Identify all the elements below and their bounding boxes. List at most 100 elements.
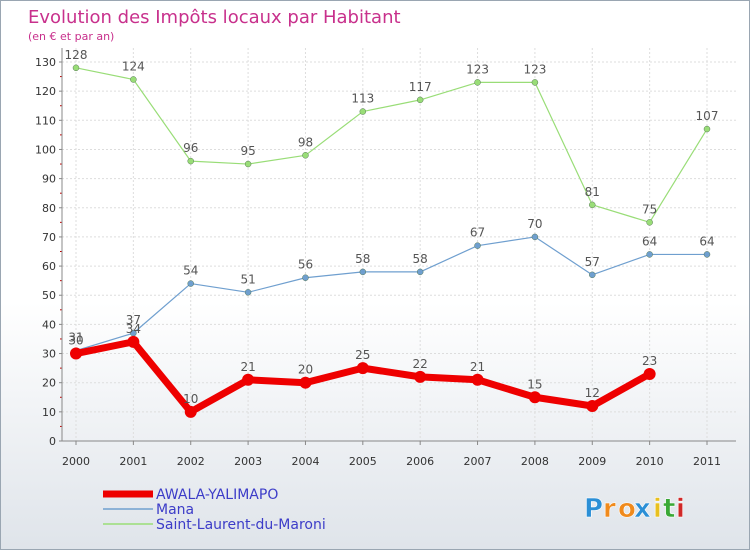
data-label: 34	[126, 322, 141, 336]
data-label: 95	[240, 144, 255, 158]
data-label: 31	[68, 331, 83, 345]
logo-letter: i	[676, 494, 685, 524]
x-tick-label: 2002	[177, 455, 205, 468]
x-tick-label: 2006	[406, 455, 434, 468]
y-tick-label: 0	[49, 435, 56, 448]
data-label: 113	[351, 92, 374, 106]
data-label: 56	[298, 258, 313, 272]
y-tick-label: 10	[42, 406, 56, 419]
data-point	[586, 400, 599, 413]
y-tick-label: 80	[42, 202, 56, 215]
data-label: 123	[523, 62, 546, 76]
data-point	[474, 242, 481, 249]
x-tick-label: 2011	[693, 455, 721, 468]
legend-label: Mana	[156, 502, 194, 518]
legend: AWALA-YALIMAPOManaSaint-Laurent-du-Maron…	[103, 487, 326, 533]
data-label: 51	[240, 272, 255, 286]
data-label: 128	[65, 48, 88, 62]
data-point	[703, 125, 711, 133]
data-label: 67	[470, 226, 485, 240]
y-tick-label: 40	[42, 318, 56, 331]
data-point	[299, 376, 312, 389]
data-point	[356, 362, 369, 375]
data-label: 37	[126, 313, 141, 327]
data-point	[302, 152, 309, 159]
x-tick-label: 2004	[291, 455, 319, 468]
data-label: 10	[183, 392, 198, 406]
data-label: 98	[298, 135, 313, 149]
logo-letter: r	[603, 494, 616, 524]
x-tick-label: 2008	[521, 455, 549, 468]
logo-letter: t	[663, 494, 675, 524]
data-point	[184, 405, 197, 418]
data-label: 23	[642, 354, 657, 368]
data-label: 21	[470, 360, 485, 374]
y-tick-label: 130	[35, 56, 56, 69]
data-point	[70, 347, 82, 360]
data-label: 64	[642, 234, 657, 248]
data-label: 57	[585, 255, 600, 269]
series-layer	[70, 64, 711, 418]
data-label: 54	[183, 264, 198, 278]
data-point	[416, 268, 424, 276]
y-tick-label: 120	[35, 85, 56, 98]
logo-letter: x	[634, 494, 651, 524]
data-point	[531, 233, 539, 241]
y-tick-label: 90	[42, 173, 56, 186]
data-label: 21	[240, 360, 255, 374]
y-tick-label: 50	[42, 289, 56, 302]
data-point	[589, 201, 596, 209]
data-label: 64	[699, 234, 714, 248]
data-label: 117	[409, 80, 432, 94]
data-point	[643, 367, 656, 380]
data-label: 15	[527, 377, 542, 391]
data-labels: 30 34 10 21 20 25 22 21 15 12 23 31 37 54 51 56 58 58 67 70…	[65, 48, 719, 406]
x-tick-label: 2005	[349, 455, 377, 468]
data-point	[646, 251, 653, 258]
data-label: 81	[585, 185, 600, 199]
y-tick-label: 110	[35, 114, 56, 127]
x-axis-ticks: 2000 2001 2002 2003 2004 2005 2006 2007 2008 2009…	[62, 455, 721, 468]
data-label: 96	[183, 141, 198, 155]
data-point	[703, 251, 711, 258]
data-label: 12	[585, 386, 600, 400]
data-point	[416, 96, 424, 104]
series-line	[75, 67, 708, 223]
data-point	[302, 274, 309, 281]
data-point	[359, 108, 367, 115]
data-point	[646, 219, 653, 226]
series-line	[75, 236, 708, 352]
x-tick-label: 2003	[234, 455, 262, 468]
data-label: 75	[642, 202, 657, 216]
data-point	[127, 335, 140, 348]
data-point	[359, 268, 367, 276]
data-point	[474, 79, 481, 86]
y-tick-label: 60	[42, 260, 56, 273]
axes	[59, 48, 736, 445]
data-point	[187, 157, 194, 165]
logo-letter: P	[584, 494, 603, 524]
data-point	[471, 373, 484, 386]
data-point	[187, 280, 194, 287]
y-tick-label: 30	[42, 348, 56, 361]
x-tick-label: 2000	[62, 455, 90, 468]
data-point	[72, 64, 80, 72]
data-label: 70	[527, 217, 542, 231]
data-label: 123	[466, 62, 489, 76]
data-point	[242, 373, 255, 386]
data-label: 20	[298, 363, 313, 377]
data-point	[130, 76, 137, 83]
data-point	[244, 289, 252, 296]
legend-label: AWALA-YALIMAPO	[156, 487, 278, 503]
chart-subtitle: (en € et par an)	[28, 30, 114, 43]
data-point	[414, 370, 427, 383]
data-label: 25	[355, 348, 370, 362]
data-label: 107	[696, 109, 719, 123]
x-tick-label: 2007	[464, 455, 492, 468]
logo-letter: i	[653, 494, 662, 524]
data-point	[528, 391, 541, 404]
data-point	[531, 79, 539, 86]
